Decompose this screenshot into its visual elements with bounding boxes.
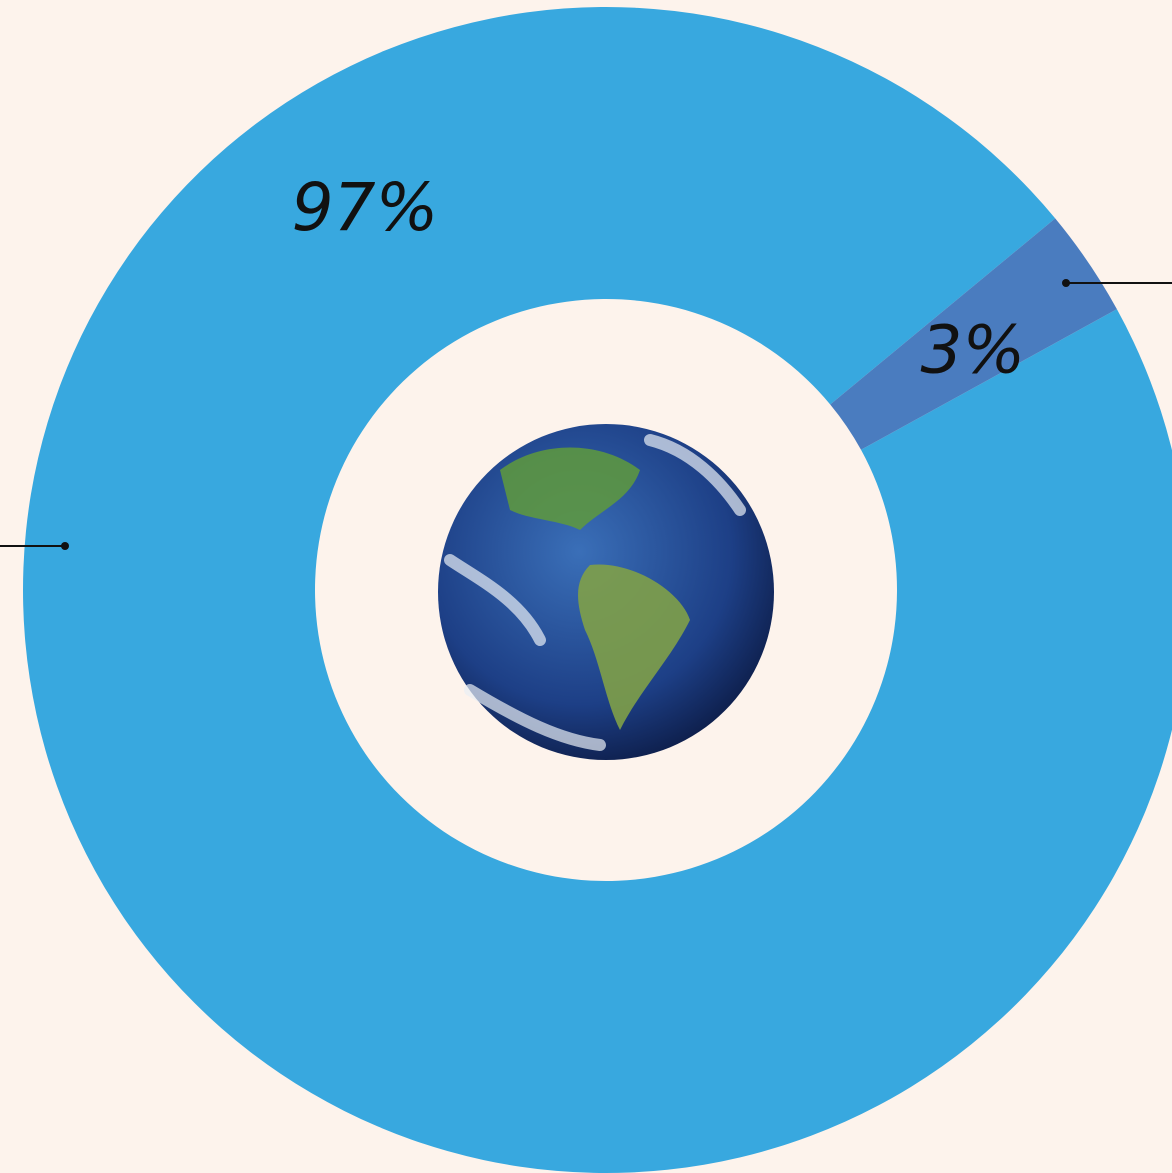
earth-land [578, 564, 690, 730]
slices [23, 7, 1172, 1173]
value-label: 3% [921, 312, 1026, 389]
leader-dot [1062, 279, 1070, 287]
leader-dot [61, 542, 69, 550]
earth-land [500, 447, 640, 530]
earth-clouds [444, 434, 746, 751]
value-label: 97% [292, 169, 439, 246]
slice [23, 7, 1172, 1173]
slice [830, 218, 1117, 450]
earth-image [438, 424, 774, 760]
